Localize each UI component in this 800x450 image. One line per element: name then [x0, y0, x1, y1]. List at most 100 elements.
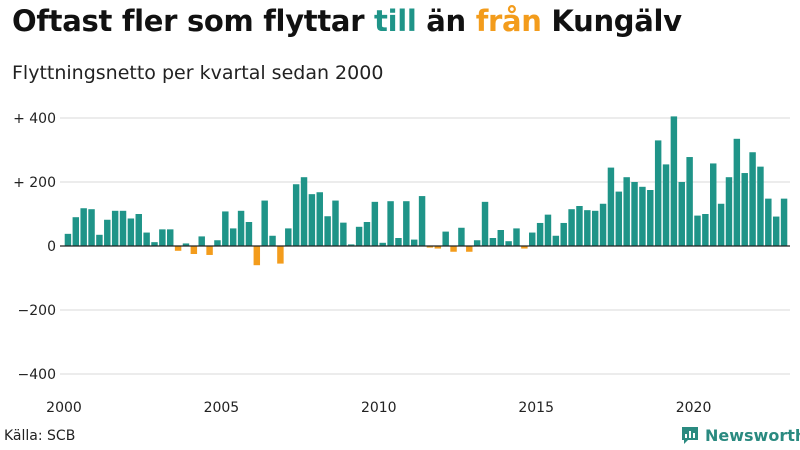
bar: [568, 209, 575, 246]
bar: [694, 215, 701, 246]
bar: [489, 238, 497, 246]
source-text: Källa: SCB: [4, 428, 76, 444]
bar: [450, 246, 457, 252]
bar: [269, 235, 276, 246]
bar: [72, 217, 80, 246]
y-axis-ticks: + 400 + 200 0 −200 −400: [13, 111, 56, 383]
x-axis-ticks: 2000 2005 2010 2015 2020: [46, 400, 711, 416]
bar: [473, 240, 481, 246]
bar: [198, 236, 205, 246]
bar: [379, 242, 386, 246]
bar: [159, 229, 166, 246]
chart-subtitle: Flyttningsnetto per kvartal sedan 2000: [12, 62, 384, 84]
x-tick-label: 2015: [518, 400, 554, 416]
bar: [403, 201, 410, 246]
bar: [639, 186, 646, 246]
bar: [497, 230, 504, 246]
bar: [529, 232, 536, 246]
bar: [513, 228, 520, 246]
bar: [536, 222, 544, 246]
bar: [686, 157, 693, 246]
bars: [64, 116, 788, 266]
bar: [591, 210, 599, 246]
bar: [340, 222, 347, 246]
bar: [576, 206, 583, 246]
bar: [410, 239, 418, 246]
bar: [647, 190, 654, 246]
bar: [552, 235, 560, 246]
bar: [599, 203, 607, 246]
y-tick-label: 0: [47, 239, 56, 255]
bar: [167, 229, 174, 246]
bar: [363, 222, 371, 246]
bar: [324, 216, 331, 246]
bar: [749, 152, 756, 246]
bar: [717, 203, 725, 246]
bar: [426, 246, 434, 248]
bar: [765, 198, 772, 246]
brand-logo: Newsworthy: [680, 425, 800, 445]
bar: [662, 164, 670, 246]
bar: [458, 227, 465, 246]
bar: [348, 244, 355, 246]
bar: [88, 209, 95, 246]
bar: [308, 194, 316, 246]
bar: [670, 116, 678, 247]
bar: [757, 166, 764, 246]
bar: [285, 228, 292, 246]
y-tick-label: −400: [18, 367, 56, 383]
bar: [560, 222, 567, 246]
bar: [371, 201, 379, 246]
title-highlight-till: till: [374, 4, 417, 38]
bar: [332, 200, 339, 246]
bar: [119, 210, 127, 246]
bar: [702, 214, 709, 246]
x-tick-label: 2005: [204, 400, 240, 416]
bar: [772, 216, 780, 246]
bar: [316, 192, 323, 246]
y-tick-label: −200: [18, 303, 56, 319]
brand-name: Newsworthy: [705, 425, 800, 445]
bar: [135, 214, 142, 246]
bar: [505, 241, 512, 246]
bar: [64, 233, 72, 246]
bar: [292, 184, 300, 246]
x-tick-label: 2000: [46, 400, 82, 416]
bar: [222, 211, 229, 246]
bar: [182, 243, 190, 246]
bar: [654, 140, 662, 246]
bar: [355, 226, 363, 246]
bar: [710, 163, 717, 246]
bar: [206, 246, 213, 255]
bar: [245, 222, 253, 246]
title-highlight-fran: från: [475, 4, 542, 38]
bar: [229, 228, 237, 246]
grid-lines: [60, 117, 790, 375]
bar: [607, 167, 615, 246]
bar: [741, 173, 748, 246]
bar: [277, 246, 284, 264]
bar: [253, 246, 261, 266]
bar: [434, 246, 442, 249]
bar: [631, 182, 638, 246]
bar: [466, 246, 473, 252]
bar: [127, 218, 135, 246]
bar: [80, 208, 87, 246]
bar: [395, 238, 402, 246]
bar: [584, 210, 591, 246]
bar: [418, 196, 426, 246]
x-tick-label: 2010: [361, 400, 397, 416]
y-tick-label: + 200: [13, 175, 56, 191]
bar: [174, 246, 182, 251]
bar: [733, 138, 741, 246]
bar: [481, 201, 489, 246]
bar: [300, 177, 308, 246]
bar: [678, 182, 685, 246]
bar: [143, 232, 150, 246]
chart-title: Oftast fler som flyttar till än från Kun…: [12, 4, 682, 38]
bar: [237, 210, 245, 246]
bar: [104, 219, 111, 246]
title-part-3: Kungälv: [541, 4, 682, 38]
bar: [623, 177, 630, 246]
